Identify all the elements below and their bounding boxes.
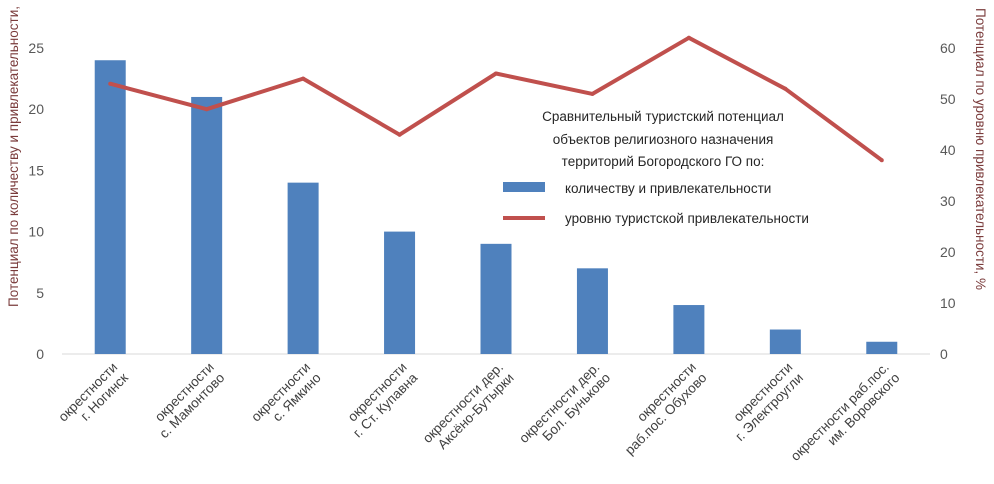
- category-label: окрестностиг. Ногинск: [55, 359, 131, 435]
- right-tick-label: 50: [940, 91, 956, 107]
- right-tick-label: 20: [940, 244, 956, 260]
- line-point: [494, 71, 498, 76]
- bar: [576, 268, 608, 354]
- legend-swatch-bars: [503, 182, 545, 192]
- bar: [866, 341, 898, 354]
- left-tick-label: 5: [36, 285, 44, 301]
- right-axis-ticks: 0 10 20 30 40 50 60: [940, 40, 956, 362]
- line-series: [108, 35, 884, 163]
- bar: [480, 243, 512, 354]
- line-point: [204, 107, 209, 112]
- right-tick-label: 30: [940, 193, 956, 209]
- line-point: [301, 76, 306, 81]
- bar: [191, 96, 223, 355]
- category-label: окрестностираб.пос. Обухово: [611, 360, 709, 458]
- line-point: [397, 132, 402, 137]
- bar-series: [94, 60, 898, 355]
- bar: [673, 305, 705, 354]
- left-axis-ticks: 0 5 10 15 20 25: [28, 40, 44, 362]
- category-labels: окрестностиг. Ногинск окрестностис. Мамон…: [55, 359, 903, 475]
- line-point: [686, 35, 691, 40]
- left-axis-title: Потенциал по количеству и привлекательно…: [6, 6, 21, 307]
- line-point: [108, 81, 113, 86]
- right-axis-title: Потенциал по уровню привлекательности, %: [973, 8, 988, 290]
- category-label: окрестности раб.пос.им. Воровского: [788, 360, 903, 475]
- legend-title-line: территорий Богородского ГО по:: [562, 154, 765, 169]
- category-label: окрестностиг. Ст. Купавна: [339, 359, 420, 440]
- left-tick-label: 0: [36, 346, 44, 362]
- category-label: окрестности дер.Аксёно-Бутырки: [420, 360, 517, 457]
- legend-title-line: Сравнительный туристский потенциал: [542, 109, 784, 124]
- left-tick-label: 20: [28, 101, 44, 117]
- right-tick-label: 60: [940, 40, 956, 56]
- bar: [384, 231, 416, 354]
- category-label-line: окрестности раб.пос.: [788, 360, 892, 464]
- legend-label-line: уровню туристской привлекательности: [565, 211, 809, 226]
- bar: [769, 329, 801, 354]
- bar: [287, 182, 319, 354]
- legend-title-line: объектов религиозного назначения: [553, 132, 774, 147]
- right-tick-label: 40: [940, 142, 956, 158]
- bar: [94, 60, 126, 355]
- right-tick-label: 10: [940, 295, 956, 311]
- line-point: [879, 158, 884, 163]
- category-label: окрестностиг. Электроугли: [722, 360, 806, 444]
- line-point: [590, 91, 595, 96]
- legend-label-bars: количеству и привлекательности: [565, 181, 771, 196]
- legend: Сравнительный туристский потенциал объек…: [503, 109, 809, 226]
- line-point: [783, 86, 788, 91]
- left-tick-label: 25: [28, 40, 44, 56]
- category-label: окрестности дер.Бол. Буньково: [516, 360, 613, 457]
- left-tick-label: 10: [28, 224, 44, 240]
- category-label: окрестностис. Ямкино: [248, 360, 324, 436]
- right-tick-label: 0: [940, 346, 948, 362]
- category-label: окрестностис. Мамонтово: [146, 360, 228, 442]
- left-tick-label: 15: [28, 162, 44, 178]
